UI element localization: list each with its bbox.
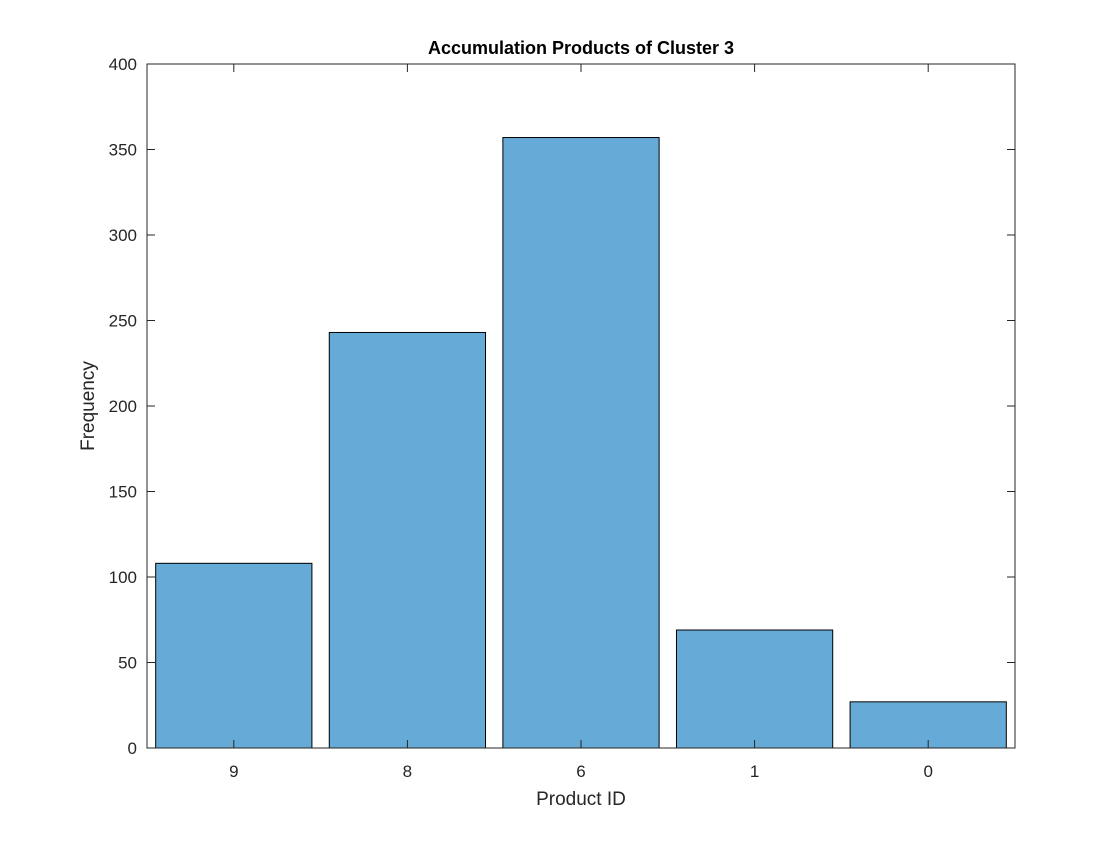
bar-1: [675, 629, 834, 749]
y-tick-label: 100: [109, 568, 137, 587]
x-tick-label: 6: [576, 762, 585, 781]
x-tick-label: 8: [403, 762, 412, 781]
plot-frame: [146, 63, 1016, 749]
x-tick-label: 9: [229, 762, 238, 781]
y-tick-label: 50: [118, 654, 137, 673]
bars-group: [155, 137, 1007, 749]
y-tick-label: 350: [109, 141, 137, 160]
y-tick-label: 400: [109, 55, 137, 74]
bar-8: [328, 331, 487, 749]
y-tick-label: 150: [109, 483, 137, 502]
x-axis-label: Product ID: [536, 789, 626, 810]
bar-9: [155, 562, 313, 749]
y-tick-label: 300: [109, 226, 137, 245]
chart-title: Accumulation Products of Cluster 3: [428, 38, 734, 58]
x-tick-label: 1: [750, 762, 759, 781]
y-axis-label: Frequency: [78, 361, 99, 451]
bar-6: [502, 137, 660, 749]
x-tick-label: 0: [923, 762, 932, 781]
y-tick-label: 250: [109, 312, 137, 331]
y-tick-label: 200: [109, 397, 137, 416]
y-tick-label: 0: [128, 739, 137, 758]
